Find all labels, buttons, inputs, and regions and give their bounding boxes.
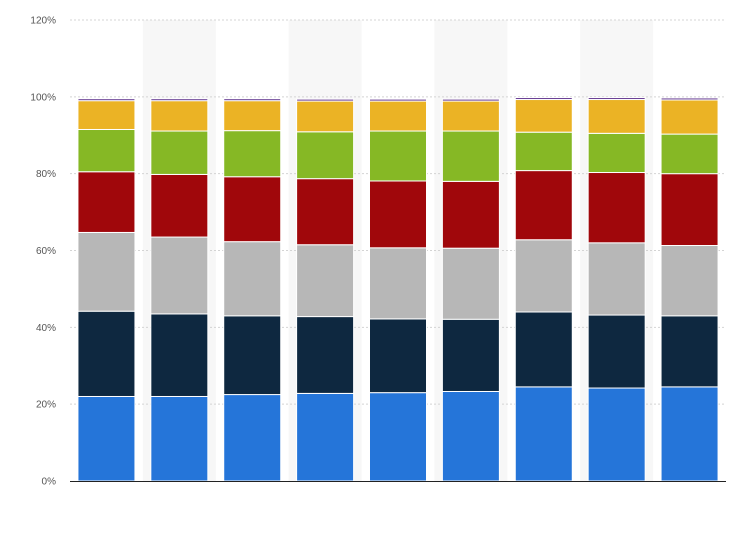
bar-segment [223, 130, 282, 178]
y-tick-label: 80% [36, 169, 56, 180]
bar-stack [296, 98, 355, 482]
bar-stack [587, 97, 646, 482]
bar-segment [77, 231, 136, 312]
bar-segment [369, 180, 427, 249]
bar-segment [514, 99, 573, 133]
bar-segment [514, 311, 573, 388]
bar-segment [660, 99, 719, 135]
bar-segment [150, 236, 209, 315]
bar-segment [369, 98, 427, 102]
y-tick-label: 0% [42, 477, 57, 488]
bar-segment [77, 100, 136, 130]
bar-segment [223, 394, 282, 482]
bar-segment [77, 128, 136, 173]
bar-segment [441, 98, 500, 102]
bar-segment [587, 132, 646, 174]
bar-segment [514, 170, 573, 241]
bar-segment [77, 310, 136, 397]
bar-segment [441, 100, 500, 132]
bar-segment [660, 386, 719, 482]
bar-segment [77, 98, 136, 102]
bar-segment [660, 173, 719, 247]
bar-segment [369, 392, 427, 482]
bar-segment [296, 100, 355, 133]
bar-segment [514, 239, 573, 313]
bar-segment [296, 178, 355, 246]
bar-stack [77, 98, 136, 482]
bar-segment [587, 172, 646, 244]
bar-segment [660, 315, 719, 388]
bar-segment [514, 386, 573, 482]
bar-segment [514, 131, 573, 172]
bar-segment [660, 133, 719, 175]
bar-segment [150, 98, 209, 102]
y-axis: 0% 20% 40% 60% 80% 100% 120% [30, 16, 726, 488]
bar-segment [369, 247, 427, 320]
bar-segment [441, 318, 500, 392]
bar-segment [587, 314, 646, 389]
bar-segment [77, 171, 136, 233]
y-tick-label: 120% [30, 16, 56, 27]
bar-segment [150, 130, 209, 175]
bar-segment [296, 244, 355, 318]
bar-segment [441, 247, 500, 320]
bar-segment [150, 395, 209, 482]
bar-segment [587, 242, 646, 316]
bar-segment [296, 98, 355, 102]
bar-stack [514, 97, 573, 482]
bar-stack [150, 98, 209, 482]
bar-stack [369, 98, 427, 482]
bar-segment [77, 395, 136, 482]
bar-segment [296, 392, 355, 482]
y-tick-label: 20% [36, 400, 56, 411]
bar-segment [441, 390, 500, 482]
bar-segment [150, 100, 209, 132]
bar-segment [587, 387, 646, 482]
bar-segment [587, 99, 646, 134]
bar-segment [369, 100, 427, 132]
bar-segment [441, 130, 500, 182]
bar-stack [441, 98, 500, 482]
bar-segment [441, 180, 500, 249]
bar-segment [150, 313, 209, 397]
bar-segment [369, 318, 427, 394]
y-tick-label: 60% [36, 246, 56, 257]
bar-segment [223, 315, 282, 396]
bar-segment [296, 131, 355, 180]
bar-segment [660, 97, 719, 101]
y-tick-label: 100% [30, 92, 56, 103]
y-tick-label: 40% [36, 323, 56, 334]
bar-segment [150, 173, 209, 238]
bar-segment [223, 98, 282, 102]
bar-stack [223, 98, 282, 482]
bar-segment [369, 130, 427, 182]
bar-segment [223, 176, 282, 243]
bar-segment [660, 245, 719, 317]
bar-segment [223, 100, 282, 132]
bar-segment [296, 316, 355, 394]
bar-segment [587, 97, 646, 101]
bar-stack [660, 97, 719, 482]
bar-segment [514, 97, 573, 101]
bars [77, 97, 719, 482]
bar-segment [223, 241, 282, 317]
